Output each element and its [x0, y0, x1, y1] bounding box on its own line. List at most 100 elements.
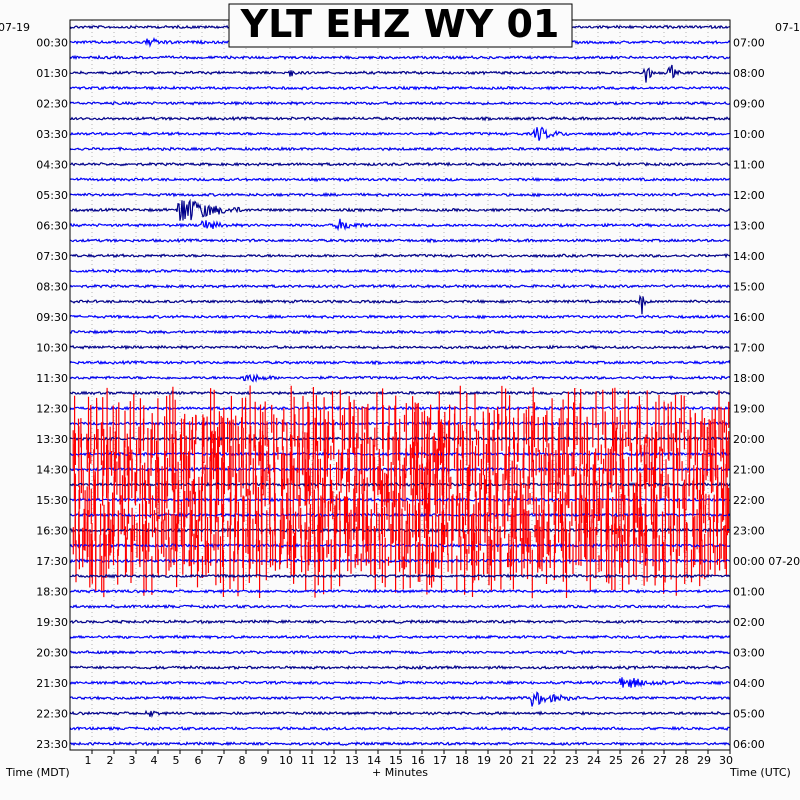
trace-line [69, 126, 731, 141]
left-time-label: 06:30 [36, 219, 68, 232]
left-time-label: 22:30 [36, 707, 68, 720]
right-time-label: 20:00 [733, 433, 765, 446]
x-tick-label: 27 [653, 754, 667, 767]
right-time-label: 16:00 [733, 311, 765, 324]
title-box: YLT EHZ WY 01 [228, 2, 573, 48]
right-time-label: 03:00 [733, 646, 765, 659]
trace-line [69, 619, 731, 625]
x-tick-label: 28 [675, 754, 689, 767]
x-axis-label: + Minutes [372, 766, 428, 779]
x-tick-label: 5 [173, 754, 180, 767]
trace-line [69, 405, 731, 412]
x-axis-ticks: 1 2 3 4 5 6 7 8 9 10 11 12 13 14 15 16 17 18 19 20 21 22 23 24 2… [85, 750, 733, 767]
trace-line [69, 100, 731, 107]
trace-line [69, 253, 731, 259]
right-time-label: 11:00 [733, 158, 765, 171]
trace-line [69, 373, 731, 383]
left-time-label: 09:30 [36, 311, 68, 324]
trace-line [69, 691, 731, 707]
x-tick-label: 22 [543, 754, 557, 767]
right-time-label: 08:00 [733, 67, 765, 80]
trace-line [69, 176, 731, 183]
chart-title: YLT EHZ WY 01 [240, 2, 560, 46]
clipped-spikes [72, 507, 727, 583]
trace-line [69, 198, 731, 221]
right-time-label: 17:00 [733, 341, 765, 354]
clipped-spikes [74, 385, 730, 462]
right-time-label: 12:00 [733, 189, 765, 202]
trace-line [69, 191, 731, 198]
left-time-label: 07:30 [36, 250, 68, 263]
right-time-label: 05:00 [733, 707, 765, 720]
trace-line [69, 64, 731, 83]
left-time-label: 12:30 [36, 402, 68, 415]
x-tick-label: 13 [345, 754, 359, 767]
x-tick-label: 2 [107, 754, 114, 767]
left-time-label: 03:30 [36, 128, 68, 141]
trace-line [69, 161, 731, 168]
x-tick-label: 3 [129, 754, 136, 767]
right-time-label: 14:00 [733, 250, 765, 263]
right-time-label: 01:00 [733, 585, 765, 598]
clipped-spikes [73, 432, 728, 507]
right-time-label: 00:00 07-20 [733, 555, 800, 568]
x-tick-label: 19 [477, 754, 491, 767]
trace-line [69, 218, 731, 232]
x-tick-label: 6 [195, 754, 202, 767]
x-tick-label: 21 [521, 754, 535, 767]
right-time-label: 02:00 [733, 616, 765, 629]
x-tick-label: 1 [85, 754, 92, 767]
left-time-label: 00:30 [36, 36, 68, 49]
trace-line [69, 573, 731, 579]
x-tick-label: 24 [587, 754, 601, 767]
trace-line [69, 359, 731, 366]
right-time-labels: 07:00 08:00 09:00 10:00 11:00 12:00 13:00 14:00… [733, 36, 800, 751]
trace-line [69, 115, 731, 122]
trace-line [69, 313, 731, 320]
x-tick-label: 12 [323, 754, 337, 767]
trace-line [69, 709, 731, 718]
trace-line [69, 268, 731, 274]
x-tick-label: 23 [565, 754, 579, 767]
trace-line [69, 390, 731, 396]
trace-line [69, 677, 731, 688]
trace-line [69, 54, 731, 61]
x-tick-label: 14 [367, 754, 381, 767]
x-tick-label: 26 [631, 754, 645, 767]
right-time-label: 07:00 [733, 36, 765, 49]
x-tick-label: 16 [411, 754, 425, 767]
left-time-label: 19:30 [36, 616, 68, 629]
grid [70, 20, 730, 750]
trace-line [69, 85, 731, 91]
right-time-label: 18:00 [733, 372, 765, 385]
trace-line [69, 294, 731, 315]
x-tick-label: 30 [719, 754, 733, 767]
trace-line [69, 741, 731, 747]
trace-line [69, 725, 731, 732]
left-axis-label: Time (MDT) [5, 766, 70, 779]
date-right: 07-1 [775, 21, 800, 34]
trace-line [69, 588, 731, 595]
x-tick-label: 20 [499, 754, 513, 767]
right-time-label: 23:00 [733, 524, 765, 537]
trace-line [69, 634, 731, 640]
trace-line [69, 603, 731, 610]
right-time-label: 22:00 [733, 494, 765, 507]
trace-line [69, 146, 731, 152]
x-tick-label: 9 [261, 754, 268, 767]
x-tick-label: 18 [455, 754, 469, 767]
right-axis-label: Time (UTC) [729, 766, 791, 779]
right-time-label: 04:00 [733, 677, 765, 690]
left-time-label: 17:30 [36, 555, 68, 568]
left-time-label: 08:30 [36, 280, 68, 293]
left-time-label: 01:30 [36, 67, 68, 80]
trace-line [69, 283, 731, 290]
left-time-label: 20:30 [36, 646, 68, 659]
right-time-label: 15:00 [733, 280, 765, 293]
trace-line [69, 664, 731, 671]
left-time-label: 23:30 [36, 738, 68, 751]
left-time-label: 21:30 [36, 677, 68, 690]
x-tick-label: 29 [697, 754, 711, 767]
right-time-label: 13:00 [733, 219, 765, 232]
